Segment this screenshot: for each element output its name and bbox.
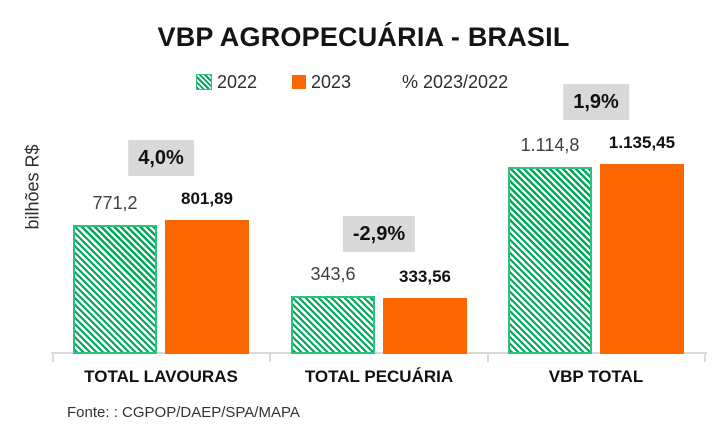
x-axis-line xyxy=(51,352,707,354)
bar-2022-vbp-total xyxy=(508,167,592,354)
x-axis-tick xyxy=(269,352,271,362)
pct-badge-total-lavouras: 4,0% xyxy=(128,139,194,176)
y-axis-label: bilhões R$ xyxy=(22,144,43,230)
legend-swatch-2022-green-hatch-icon xyxy=(196,74,212,90)
value-label-2022-total-lavouras: 771,2 xyxy=(92,192,138,213)
bar-2023-total-lavouras xyxy=(165,219,249,354)
category-label-total-lavouras: TOTAL LAVOURAS xyxy=(84,367,238,386)
value-label-2022-total-pecuaria: 343,6 xyxy=(310,264,356,285)
value-label-2023-vbp-total: 1.135,45 xyxy=(608,132,676,152)
pct-badge-vbp-total: 1,9% xyxy=(563,83,629,120)
category-label-total-pecuaria: TOTAL PECUÁRIA xyxy=(304,367,454,386)
pct-badge-total-pecuaria: -2,9% xyxy=(342,216,416,253)
source-note: Fonte: : CGPOP/DAEP/SPA/MAPA xyxy=(67,404,300,421)
legend-item-pct: % 2023/2022 xyxy=(402,71,508,93)
value-label-2023-total-pecuaria: 333,56 xyxy=(399,267,451,287)
legend-item-2022: 2022 xyxy=(196,71,257,93)
bar-2023-total-pecuaria xyxy=(383,298,467,354)
bar-2023-vbp-total xyxy=(600,163,684,354)
legend-label-pct: % 2023/2022 xyxy=(402,71,509,92)
legend-item-2023: 2023 xyxy=(292,71,351,93)
value-label-2022-vbp-total: 1.114,8 xyxy=(520,135,580,155)
category-label-vbp-total: VBP TOTAL xyxy=(548,367,644,386)
x-axis-tick xyxy=(52,352,54,362)
legend-label-2023: 2023 xyxy=(311,71,352,92)
legend-label-2022: 2022 xyxy=(217,71,258,92)
bar-2022-total-lavouras xyxy=(73,224,157,354)
legend-swatch-2023-orange-icon xyxy=(292,75,306,89)
chart-title: VBP AGROPECUÁRIA - BRASIL xyxy=(157,22,570,52)
value-label-2023-total-lavouras: 801,89 xyxy=(181,188,233,208)
x-axis-tick xyxy=(704,352,706,362)
x-axis-tick xyxy=(487,352,489,362)
bar-2022-total-pecuaria xyxy=(291,296,375,354)
